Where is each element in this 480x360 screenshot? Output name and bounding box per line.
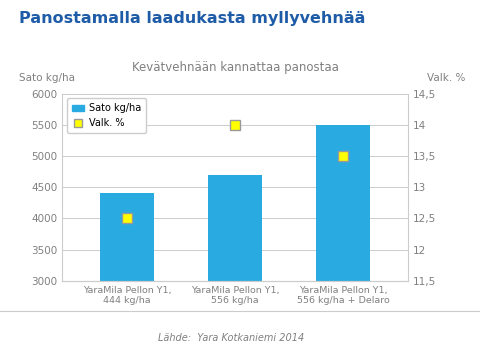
Text: Valk. %: Valk. % xyxy=(427,73,466,83)
Bar xyxy=(208,175,262,360)
Text: Sato kg/ha: Sato kg/ha xyxy=(19,73,75,83)
Legend: Sato kg/ha, Valk. %: Sato kg/ha, Valk. % xyxy=(67,99,146,133)
Text: Kevätvehnään kannattaa panostaa: Kevätvehnään kannattaa panostaa xyxy=(132,61,338,74)
Text: Panostamalla laadukasta myllyvehnää: Panostamalla laadukasta myllyvehnää xyxy=(19,11,366,26)
Bar xyxy=(100,193,154,360)
Bar xyxy=(316,125,370,360)
Text: Lähde:  Yara Kotkaniemi 2014: Lähde: Yara Kotkaniemi 2014 xyxy=(158,333,305,343)
